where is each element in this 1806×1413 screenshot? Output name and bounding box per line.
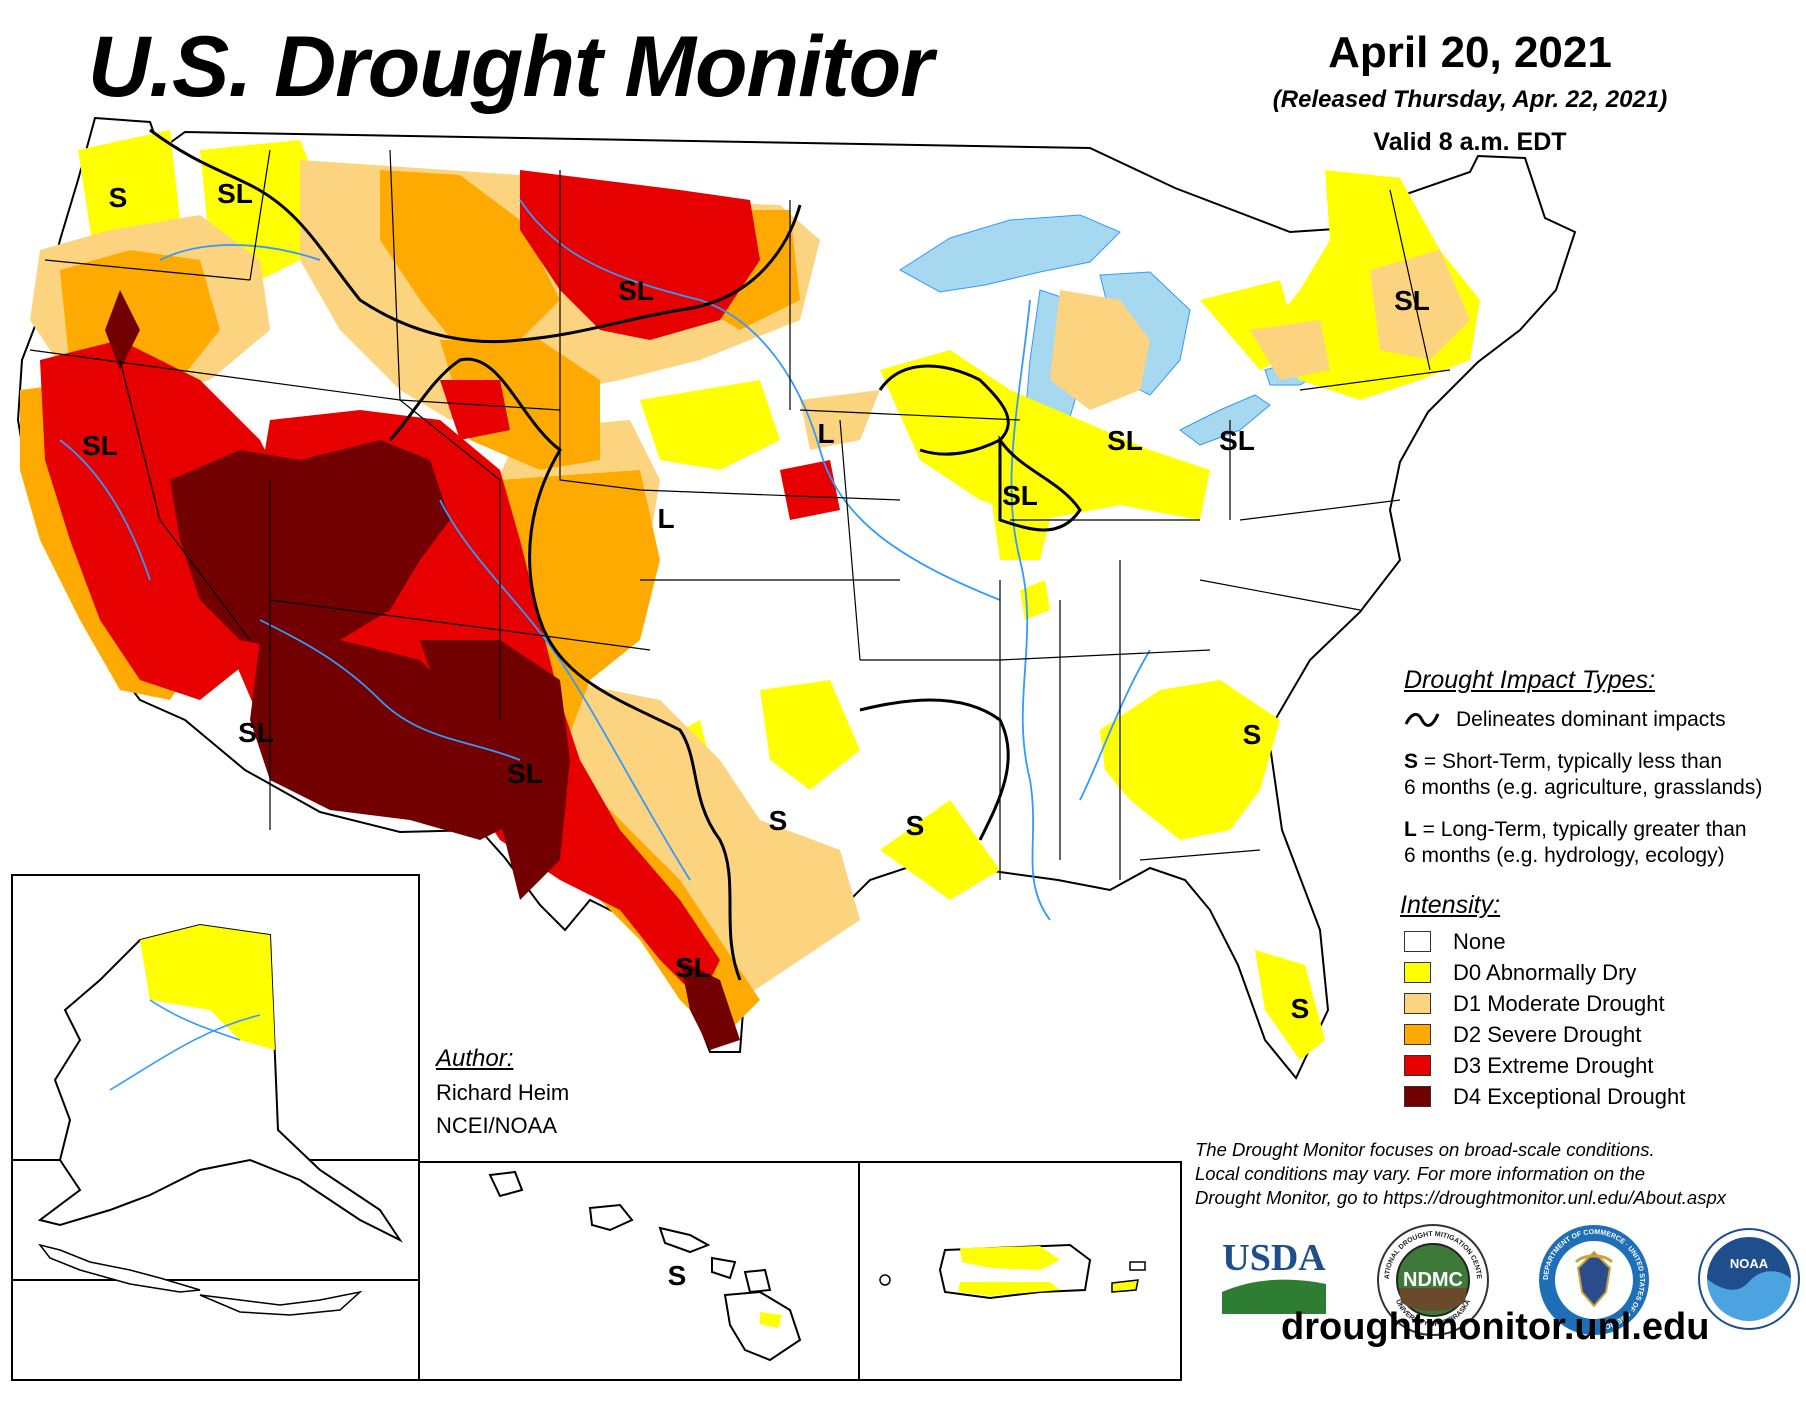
delineation-line-icon <box>1404 713 1440 727</box>
rivers <box>59 199 1151 921</box>
site-url[interactable]: droughtmonitor.unl.edu <box>1281 1306 1710 1348</box>
intensity-item: D1 Moderate Drought <box>1404 988 1685 1019</box>
impact-types-heading: Drought Impact Types: <box>1404 666 1656 694</box>
doc-logo: DEPARTMENT OF COMMERCE · UNITED STATES O… <box>1539 1225 1649 1335</box>
alaska-inset <box>37 923 403 1316</box>
impact-label: SL <box>507 758 543 789</box>
intensity-label: D3 Extreme Drought <box>1453 1052 1654 1078</box>
impact-label: SL <box>217 178 253 209</box>
intensity-item: D3 Extreme Drought <box>1404 1050 1685 1081</box>
impact-label: SL <box>1002 480 1038 511</box>
release-date: (Released Thursday, Apr. 22, 2021) <box>1272 86 1668 113</box>
noaa-wordmark: NOAA <box>1730 1256 1769 1271</box>
impact-boundaries <box>149 128 1082 981</box>
disclaimer-line: Local conditions may vary. For more info… <box>1195 1163 1646 1184</box>
intensity-label: D0 Abnormally Dry <box>1453 959 1637 985</box>
impact-label: SL <box>238 717 274 748</box>
impact-label: SL <box>618 275 654 306</box>
intensity-swatch <box>1404 1024 1431 1045</box>
short-term-detail: 6 months (e.g. agriculture, grasslands) <box>1404 776 1763 799</box>
long-term-text: = Long-Term, typically greater than <box>1416 818 1747 841</box>
author-name: Richard Heim <box>436 1080 570 1105</box>
intensity-swatch <box>1404 1055 1431 1076</box>
author-org: NCEI/NOAA <box>436 1113 558 1138</box>
map-title: U.S. Drought Monitor <box>88 19 934 115</box>
intensity-label: D2 Severe Drought <box>1453 1021 1642 1047</box>
intensity-label: None <box>1453 928 1506 954</box>
delineates-text: Delineates dominant impacts <box>1456 708 1726 731</box>
noaa-logo: NOAA <box>1698 1228 1800 1330</box>
impact-label: SL <box>675 952 711 983</box>
d4-areas <box>105 290 740 1050</box>
intensity-swatch <box>1404 931 1431 952</box>
impact-label: S <box>1291 993 1310 1024</box>
intensity-legend: None D0 Abnormally Dry D1 Moderate Drought… <box>1404 926 1685 1112</box>
ndmc-logo: NDMC NATIONAL DROUGHT MITIGATION CENTER … <box>1375 1222 1489 1336</box>
hawaii-inset <box>488 1170 802 1362</box>
state-borders <box>29 149 1451 880</box>
long-term-key: L <box>1404 818 1417 841</box>
short-term-line: S = Short-Term, typically less than <box>1404 750 1722 774</box>
usda-wordmark: USDA <box>1222 1237 1326 1279</box>
intensity-item: D4 Exceptional Drought <box>1404 1081 1685 1112</box>
intensity-item: D0 Abnormally Dry <box>1404 957 1685 988</box>
intensity-item: D2 Severe Drought <box>1404 1019 1685 1050</box>
impact-label: S <box>109 182 128 213</box>
map-date: April 20, 2021 <box>1328 28 1612 77</box>
disclaimer-line[interactable]: Drought Monitor, go to https://droughtmo… <box>1195 1187 1726 1208</box>
intensity-swatch <box>1404 1086 1431 1107</box>
impact-label: SL <box>1219 425 1255 456</box>
intensity-label: D1 Moderate Drought <box>1453 990 1665 1016</box>
short-term-key: S <box>1404 750 1419 773</box>
disclaimer: The Drought Monitor focuses on broad-sca… <box>1195 1138 1795 1210</box>
usda-logo: USDA <box>1221 1237 1327 1314</box>
author-heading: Author: <box>436 1045 514 1072</box>
intensity-label: D4 Exceptional Drought <box>1453 1083 1686 1109</box>
impact-label: L <box>817 418 834 449</box>
impact-label: SL <box>1394 285 1430 316</box>
intensity-heading: Intensity: <box>1400 891 1501 919</box>
intensity-item: None <box>1404 926 1685 957</box>
intensity-swatch <box>1404 993 1431 1014</box>
impact-label: S <box>769 805 788 836</box>
disclaimer-line: The Drought Monitor focuses on broad-sca… <box>1195 1139 1655 1160</box>
impact-label: SL <box>82 430 118 461</box>
impact-labels: S SL SL SL L SL SL SL SL L SL SL S S S S… <box>82 178 1430 1291</box>
inset-frames <box>11 874 1182 1381</box>
long-term-detail: 6 months (e.g. hydrology, ecology) <box>1404 844 1725 867</box>
valid-time: Valid 8 a.m. EDT <box>1373 128 1567 156</box>
impact-label: SL <box>1107 425 1143 456</box>
long-term-line: L = Long-Term, typically greater than <box>1404 818 1747 842</box>
ndmc-wordmark: NDMC <box>1403 1269 1463 1291</box>
impact-label: S <box>906 810 925 841</box>
short-term-text: = Short-Term, typically less than <box>1418 750 1723 773</box>
intensity-swatch <box>1404 962 1431 983</box>
impact-label: L <box>657 503 674 534</box>
puerto-rico-inset <box>879 1243 1146 1300</box>
impact-label: S <box>1243 719 1262 750</box>
impact-label: S <box>668 1260 687 1291</box>
